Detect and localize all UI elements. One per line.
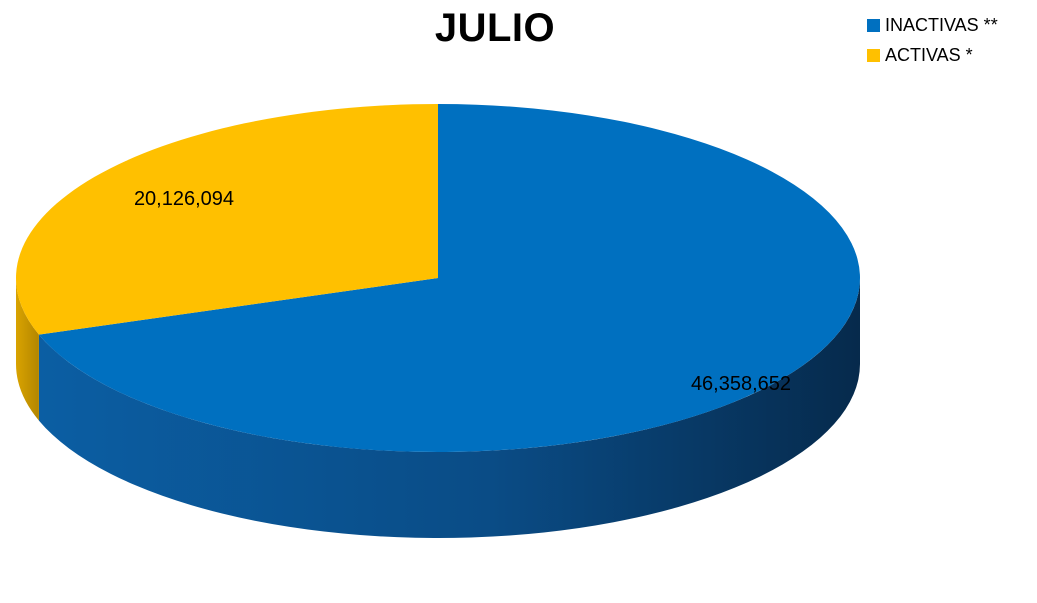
- legend-label-inactivas: INACTIVAS **: [885, 14, 998, 35]
- chart-title: JULIO: [434, 6, 556, 50]
- legend-swatch-inactivas: [867, 18, 880, 32]
- chart-legend: INACTIVAS ** ACTIVAS *: [867, 10, 998, 70]
- data-label-activas: 20,126,094: [134, 188, 234, 210]
- legend-item-activas: ACTIVAS *: [867, 40, 998, 70]
- pie-data-labels: 46,358,652 20,126,094: [134, 188, 791, 395]
- pie-side-walls: [16, 278, 860, 539]
- data-label-inactivas: 46,358,652: [691, 373, 791, 395]
- legend-label-activas: ACTIVAS *: [885, 44, 973, 65]
- pie-slice-activas: [16, 104, 439, 335]
- pie-top-faces: [16, 104, 860, 452]
- pie-slice-inactivas: [38, 104, 860, 452]
- pie-side-inactivas: [38, 278, 860, 539]
- legend-item-inactivas: INACTIVAS **: [867, 10, 998, 40]
- legend-swatch-activas: [867, 48, 880, 62]
- pie-side-activas: [16, 278, 39, 421]
